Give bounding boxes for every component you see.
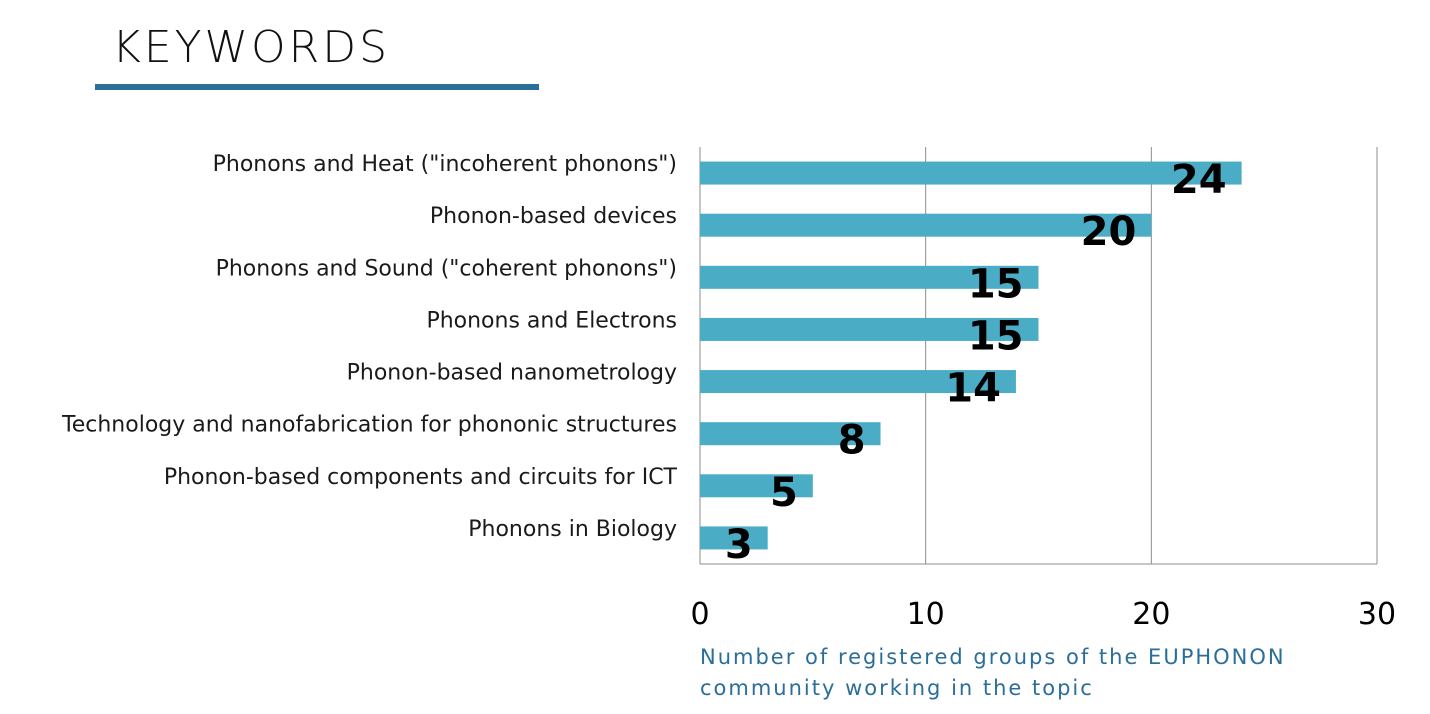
page-title: KEYWORDS — [112, 22, 391, 73]
bar — [700, 422, 881, 446]
x-tick-labels: 0 10 20 30 — [690, 597, 1396, 632]
data-label: 15 — [968, 261, 1024, 307]
title-underline — [95, 84, 539, 90]
bar — [700, 370, 1016, 394]
x-tick-label: 0 — [690, 597, 709, 632]
x-tick-label: 30 — [1358, 597, 1396, 632]
x-tick-label: 20 — [1132, 597, 1170, 632]
bar — [700, 526, 768, 550]
bar — [700, 213, 1152, 237]
data-label: 14 — [945, 366, 1001, 412]
category-labels: Phonons and Heat ("incoherent phonons") P… — [61, 152, 678, 542]
data-label: 8 — [838, 418, 866, 464]
category-label: Technology and nanofabrication for phono… — [61, 413, 677, 438]
data-label: 20 — [1081, 209, 1137, 255]
bar — [700, 474, 813, 498]
data-label: 24 — [1171, 157, 1227, 203]
data-label: 15 — [968, 313, 1024, 359]
category-label: Phonons and Sound ("coherent phonons") — [216, 256, 677, 281]
bar — [700, 317, 1039, 341]
bar — [700, 161, 1242, 185]
category-label: Phonons and Electrons — [426, 308, 677, 333]
x-axis-label: Number of registered groups of the EUPHO… — [700, 642, 1340, 704]
bar — [700, 265, 1039, 289]
category-label: Phonons and Heat ("incoherent phonons") — [213, 152, 677, 177]
chart-bars — [700, 161, 1242, 550]
data-label: 3 — [725, 522, 753, 568]
chart-gridlines — [699, 147, 1378, 565]
x-tick-label: 10 — [907, 597, 945, 632]
x-axis-label-line-1: Number of registered groups of the EUPHO… — [700, 645, 1286, 669]
category-label: Phonon-based components and circuits for… — [164, 465, 678, 490]
data-label: 5 — [770, 470, 798, 516]
x-axis-label-line-2: community working in the topic — [700, 676, 1094, 700]
category-label: Phonon-based devices — [430, 204, 677, 229]
category-label: Phonon-based nanometrology — [347, 361, 677, 386]
data-labels: 24 20 15 15 14 853 — [725, 157, 1227, 568]
category-label: Phonons in Biology — [468, 517, 677, 542]
